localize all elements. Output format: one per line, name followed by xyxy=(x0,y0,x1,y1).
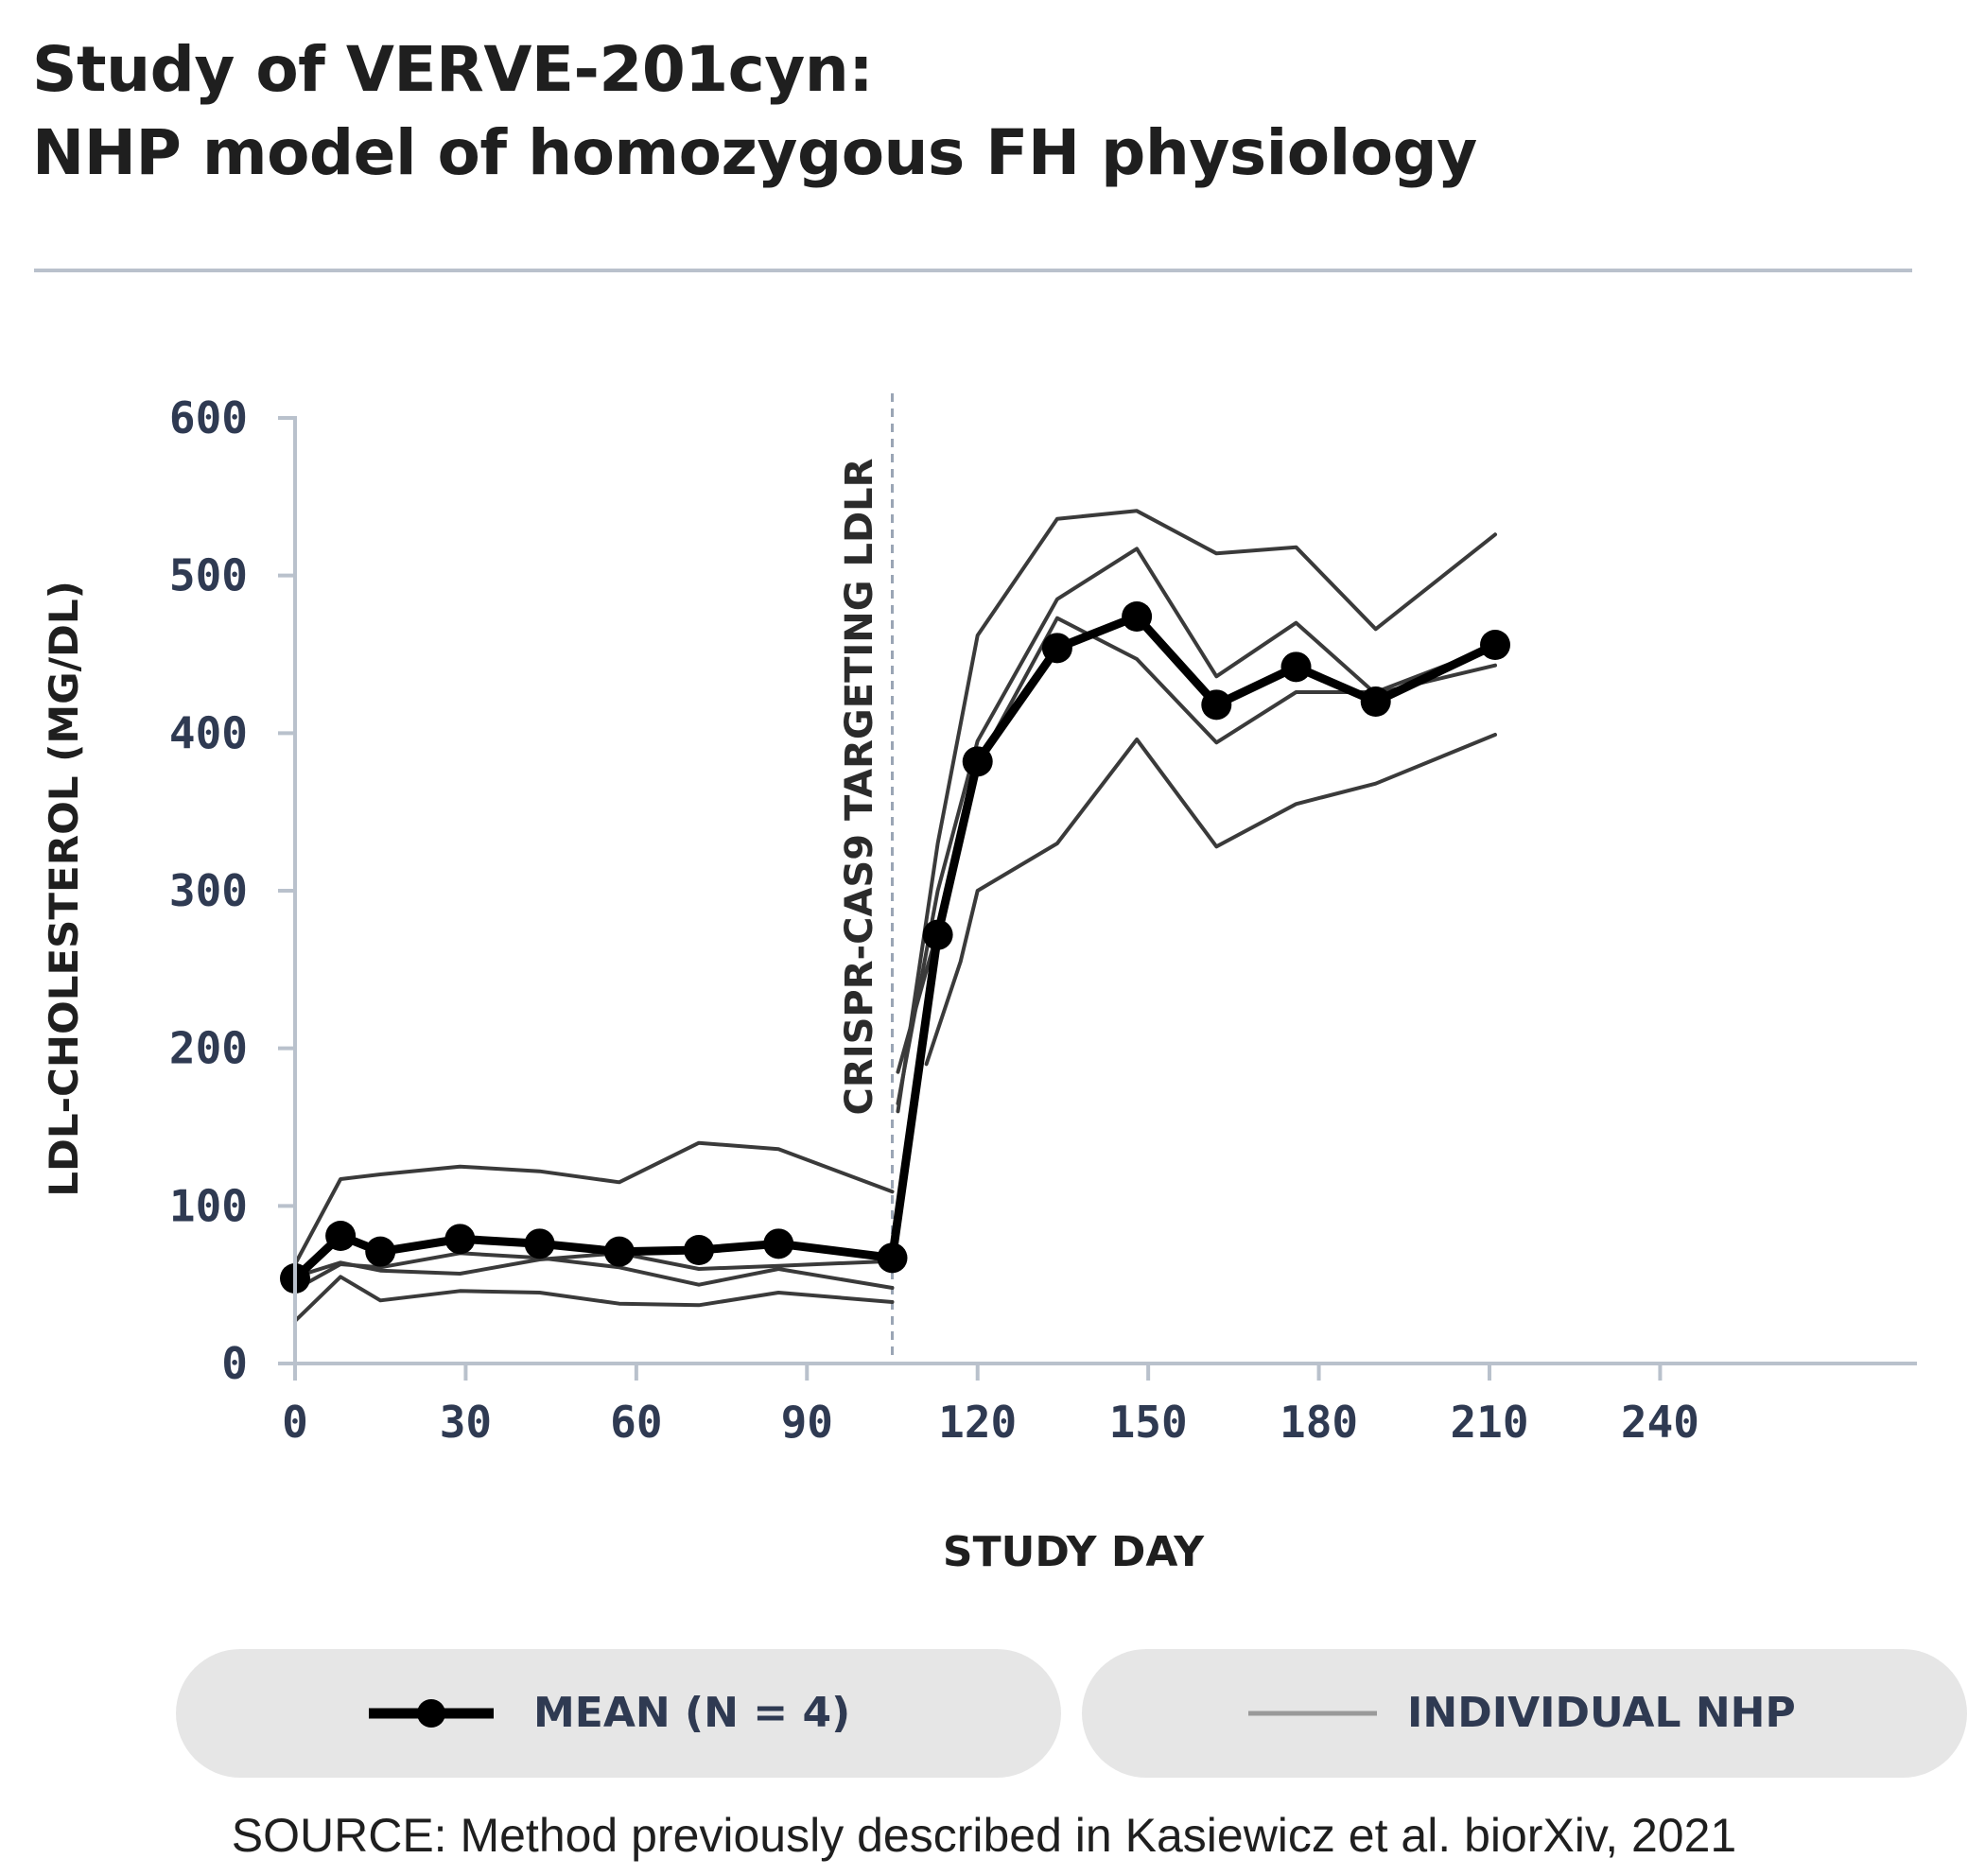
intervention-marker-label: CRISPR-CAS9 TARGETING LDLR xyxy=(838,459,881,1116)
mean-data-point xyxy=(325,1221,357,1251)
x-tick-label: 210 xyxy=(1450,1397,1528,1448)
x-tick-label: 30 xyxy=(440,1397,492,1448)
individual-nhp-line xyxy=(924,733,1497,1067)
source-note: SOURCE: Method previously described in K… xyxy=(231,1809,1737,1862)
mean-data-point xyxy=(603,1236,635,1267)
y-tick-label: 600 xyxy=(169,392,248,443)
y-axis-title: LDL-CHOLESTEROL (MG/DL) xyxy=(41,581,87,1197)
mean-data-point xyxy=(1041,633,1072,664)
legend-mean-swatch xyxy=(369,1699,494,1728)
y-tick-label: 300 xyxy=(169,865,248,916)
legend-individual-swatch xyxy=(1248,1711,1377,1716)
mean-data-point xyxy=(1480,630,1511,660)
mean-data-point xyxy=(444,1224,476,1255)
chart-title: Study of VERVE-201cyn: NHP model of homo… xyxy=(32,28,1477,195)
mean-data-point xyxy=(962,746,993,777)
y-tick-label: 0 xyxy=(221,1338,248,1389)
mean-data-point xyxy=(922,919,953,950)
mean-data-point xyxy=(763,1228,794,1259)
x-tick-label: 180 xyxy=(1280,1397,1358,1448)
y-tick-label: 100 xyxy=(169,1180,248,1231)
y-tick-label: 500 xyxy=(169,550,248,601)
individual-nhp-line xyxy=(293,1140,895,1266)
legend-item-mean: MEAN (N = 4) xyxy=(176,1649,1061,1778)
x-tick-label: 90 xyxy=(781,1397,833,1448)
title-divider xyxy=(34,269,1912,272)
x-tick-label: 0 xyxy=(282,1397,308,1448)
x-tick-label: 60 xyxy=(610,1397,662,1448)
mean-series-line xyxy=(290,612,1500,1283)
x-tick-label: 120 xyxy=(938,1397,1017,1448)
mean-data-point xyxy=(1360,686,1391,717)
mean-data-point xyxy=(1280,651,1312,683)
x-axis-title: STUDY DAY xyxy=(943,1528,1205,1576)
legend-mean-label: MEAN (N = 4) xyxy=(533,1689,851,1737)
y-tick-label: 200 xyxy=(169,1023,248,1074)
x-tick-label: 240 xyxy=(1621,1397,1699,1448)
y-tick-label: 400 xyxy=(169,707,248,758)
mean-data-point xyxy=(1201,689,1232,721)
mean-data-point xyxy=(877,1242,908,1274)
individual-nhp-line xyxy=(293,1275,895,1323)
individual-nhp-line xyxy=(896,547,1497,1105)
title-line-1: Study of VERVE-201cyn: xyxy=(32,33,874,106)
title-line-2: NHP model of homozygous FH physiology xyxy=(32,116,1477,189)
individual-nhp-line xyxy=(896,509,1497,1114)
x-tick-label: 150 xyxy=(1109,1397,1188,1448)
legend-item-individual: INDIVIDUAL NHP xyxy=(1082,1649,1967,1778)
mean-data-point xyxy=(365,1236,396,1267)
legend-individual-label: INDIVIDUAL NHP xyxy=(1407,1689,1796,1737)
line-chart: CRISPR-CAS9 TARGETING LDLR 0100200300400… xyxy=(41,392,1917,1576)
mean-data-point xyxy=(1122,601,1153,632)
mean-data-point xyxy=(684,1235,715,1265)
mean-data-point xyxy=(524,1228,555,1259)
